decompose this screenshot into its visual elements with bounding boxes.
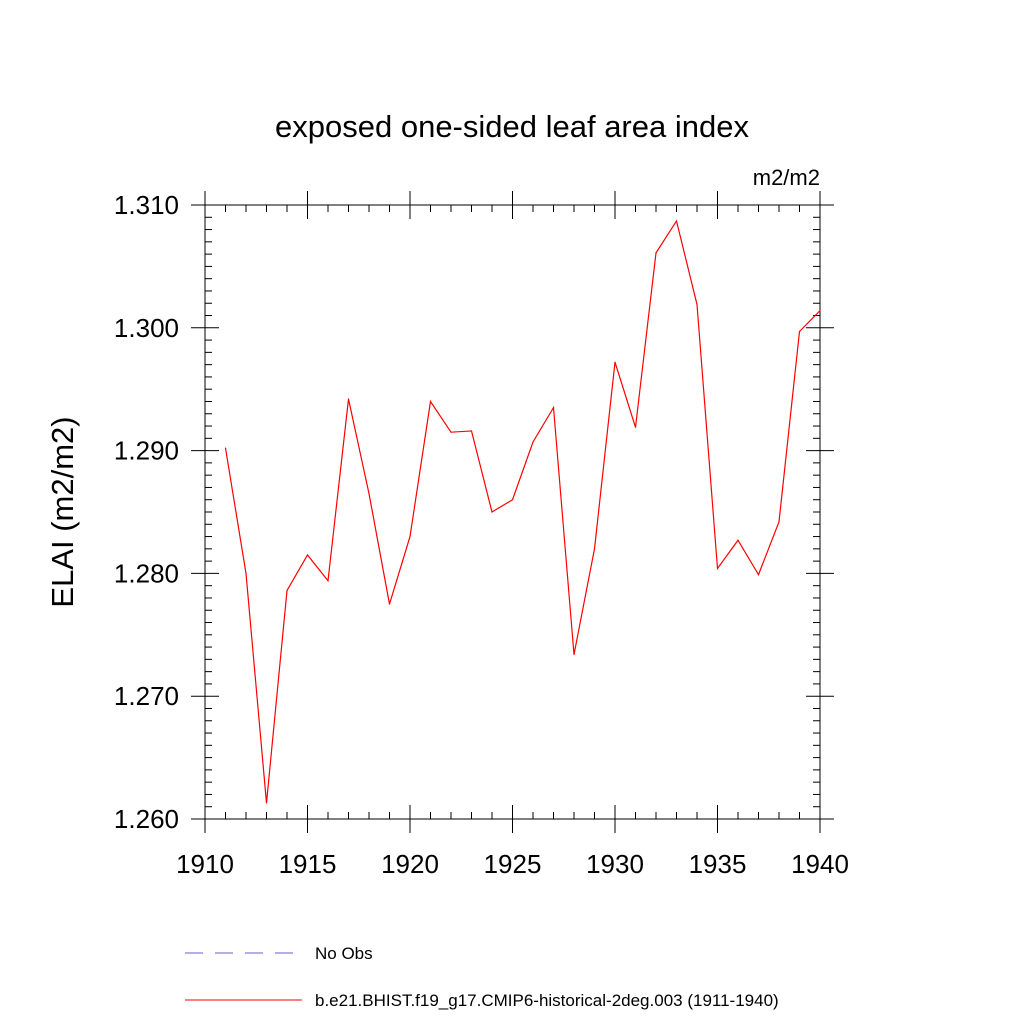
data-point [429,400,432,403]
plot-border [204,204,821,820]
data-point [737,539,739,541]
data-point [286,589,288,592]
y-tick-label: 1.270 [114,681,179,711]
legend: No Obs b.e21.BHIST.f19_g17.CMIP6-histori… [185,944,779,1010]
data-point [552,407,555,409]
y-tick-label: 1.310 [114,190,179,220]
data-point [224,447,227,449]
data-point [716,567,719,570]
data-point [491,511,493,513]
data-point [347,398,350,400]
legend-label-model: b.e21.BHIST.f19_g17.CMIP6-historical-2de… [315,991,779,1010]
data-point [614,361,616,363]
data-point [306,554,309,556]
y-tick-label: 1.290 [114,436,179,466]
data-point [368,492,370,495]
data-point [450,431,452,433]
x-tick-label: 1930 [586,849,644,879]
x-tick-label: 1920 [381,849,439,879]
data-point [265,802,268,804]
series-layer [224,219,821,804]
data-point [655,252,657,254]
data-point [696,303,698,306]
data-point [388,603,391,605]
x-tick-label: 1940 [791,849,849,879]
data-point [470,430,473,432]
y-axis-ticks: 1.260 1.270 1.280 1.290 1.300 1.310 [114,190,834,834]
chart-title: exposed one-sided leaf area index [275,109,749,144]
x-tick-label: 1910 [176,849,234,879]
data-point [327,580,329,582]
x-tick-label: 1915 [279,849,337,879]
y-tick-label: 1.300 [114,313,179,343]
data-point [634,426,637,428]
legend-label-no-obs: No Obs [315,944,373,963]
y-axis-label: ELAI (m2/m2) [45,416,80,607]
data-point [573,653,575,656]
plot-frame [204,204,821,820]
y-tick-label: 1.280 [114,558,179,588]
units-label: m2/m2 [753,165,820,190]
data-point [757,574,760,576]
data-point [409,535,411,538]
data-point [511,499,514,501]
data-point [245,572,247,575]
x-tick-label: 1935 [689,849,747,879]
series-line [224,219,821,804]
x-tick-label: 1925 [484,849,542,879]
data-point [532,441,534,443]
data-point [593,548,596,550]
x-axis-ticks: 1910 1915 1920 1925 1930 1935 1940 [176,191,849,879]
y-tick-label: 1.260 [114,804,179,834]
data-point [819,310,821,312]
data-point [798,330,801,333]
data-point [675,220,678,222]
data-point [778,521,780,523]
